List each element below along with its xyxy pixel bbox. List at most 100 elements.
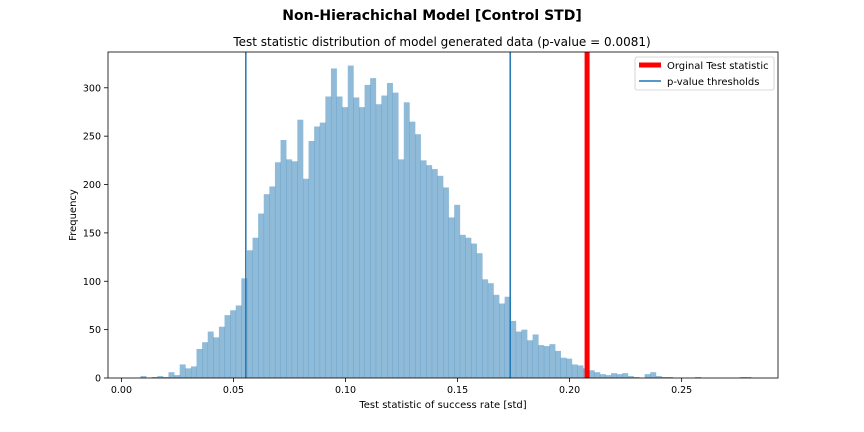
histogram-bar bbox=[370, 78, 377, 379]
histogram-bar bbox=[403, 102, 410, 379]
histogram-bar bbox=[168, 372, 175, 378]
histogram-bar bbox=[605, 375, 612, 378]
histogram-bar bbox=[319, 122, 326, 379]
histogram-bar bbox=[465, 237, 472, 378]
histogram-bar bbox=[588, 370, 595, 378]
histogram-bar bbox=[263, 194, 270, 378]
histogram-bar bbox=[454, 204, 461, 378]
chart-suptitle: Non-Hierachichal Model [Control STD] bbox=[282, 8, 581, 24]
x-axis-label: Test statistic of success rate [std] bbox=[358, 400, 526, 411]
histogram-bar bbox=[353, 97, 360, 378]
histogram-bar bbox=[291, 161, 298, 378]
y-tick-label: 250 bbox=[83, 132, 101, 143]
histogram-bar bbox=[202, 342, 209, 378]
histogram-bar bbox=[185, 368, 192, 378]
histogram-bar bbox=[274, 162, 281, 378]
histogram-bar bbox=[358, 107, 365, 378]
x-axis-ticks: 0.00 0.05 0.10 0.15 0.20 0.25 bbox=[111, 378, 692, 396]
y-tick-label: 50 bbox=[89, 325, 101, 336]
histogram-bar bbox=[745, 377, 752, 378]
histogram-bar bbox=[644, 374, 651, 378]
histogram-bar bbox=[431, 169, 438, 378]
histogram-bar bbox=[594, 372, 601, 378]
chart-title: Test statistic distribution of model gen… bbox=[232, 35, 650, 49]
histogram-bar bbox=[151, 377, 158, 378]
histogram-bar bbox=[437, 175, 444, 378]
histogram-bar bbox=[655, 376, 662, 378]
histogram-bar bbox=[347, 65, 354, 378]
histogram-bar bbox=[364, 84, 371, 378]
histogram-bar bbox=[246, 250, 253, 378]
histogram-bar bbox=[325, 96, 332, 378]
histogram-bar bbox=[297, 119, 304, 378]
histogram-bar bbox=[487, 283, 494, 378]
threshold-lines bbox=[245, 52, 590, 378]
x-tick-label: 0.15 bbox=[447, 385, 468, 396]
histogram-bar bbox=[510, 320, 517, 378]
histogram-bar bbox=[471, 243, 477, 378]
legend: Orginal Test statistic p-value threshold… bbox=[634, 56, 775, 91]
legend-box bbox=[634, 56, 775, 91]
histogram-bar bbox=[308, 141, 315, 378]
histogram-bar bbox=[258, 213, 265, 378]
histogram-bar bbox=[174, 375, 181, 378]
histogram-bar bbox=[443, 187, 449, 378]
histogram-bar bbox=[157, 376, 164, 378]
histogram-bar bbox=[476, 253, 483, 378]
histogram-bar bbox=[493, 294, 500, 378]
histogram-bar bbox=[538, 345, 545, 378]
histogram-bar bbox=[213, 337, 220, 378]
histogram-bar bbox=[667, 377, 674, 378]
histogram-bar bbox=[190, 366, 197, 378]
histogram-bar bbox=[616, 374, 623, 378]
histogram-bar bbox=[302, 178, 309, 378]
histogram-bar bbox=[196, 348, 203, 378]
y-tick-label: 200 bbox=[83, 180, 101, 191]
histogram-bar bbox=[414, 134, 421, 378]
histogram-bar bbox=[314, 126, 321, 379]
histogram-bar bbox=[521, 329, 528, 378]
histogram-bar bbox=[286, 159, 293, 378]
histogram-bar bbox=[566, 358, 573, 378]
histogram-bar bbox=[269, 186, 276, 378]
histogram-bar bbox=[342, 107, 349, 378]
histogram-bar bbox=[241, 278, 248, 378]
histogram-bar bbox=[218, 326, 225, 378]
histogram-bar bbox=[560, 357, 567, 378]
x-tick-label: 0.10 bbox=[335, 385, 356, 396]
histogram-bar bbox=[599, 374, 606, 378]
histogram-bars bbox=[140, 65, 752, 379]
histogram-bar bbox=[515, 331, 522, 378]
histogram-bar bbox=[252, 237, 259, 378]
x-tick-label: 0.25 bbox=[671, 385, 692, 396]
x-tick-label: 0.00 bbox=[111, 385, 132, 396]
histogram-bar bbox=[207, 331, 214, 378]
histogram-bar bbox=[504, 296, 511, 378]
plot-frame bbox=[107, 51, 779, 379]
histogram-bar bbox=[224, 315, 231, 378]
histogram-bar bbox=[532, 334, 539, 378]
histogram-bar bbox=[633, 377, 640, 378]
histogram-bar bbox=[420, 160, 427, 378]
histogram-bar bbox=[448, 217, 455, 378]
y-tick-label: 100 bbox=[83, 277, 101, 288]
histogram-bar bbox=[695, 377, 702, 378]
histogram-bar bbox=[549, 344, 556, 378]
legend-label-pvalue-thresholds: p-value thresholds bbox=[667, 77, 760, 88]
histogram-bar bbox=[375, 104, 382, 379]
histogram-bar bbox=[386, 82, 393, 379]
histogram-bar bbox=[280, 140, 287, 378]
histogram-bar bbox=[381, 95, 388, 378]
x-tick-label: 0.05 bbox=[223, 385, 244, 396]
histogram-bar bbox=[398, 159, 405, 378]
histogram-bar bbox=[555, 350, 561, 378]
y-axis-label: Frequency bbox=[68, 189, 79, 241]
histogram-bar bbox=[459, 234, 466, 378]
histogram-bar bbox=[577, 365, 584, 378]
histogram-bar bbox=[336, 96, 343, 378]
x-tick-label: 0.20 bbox=[559, 385, 580, 396]
y-tick-label: 0 bbox=[95, 374, 101, 385]
y-tick-label: 150 bbox=[83, 228, 101, 239]
histogram-bar bbox=[543, 346, 550, 378]
